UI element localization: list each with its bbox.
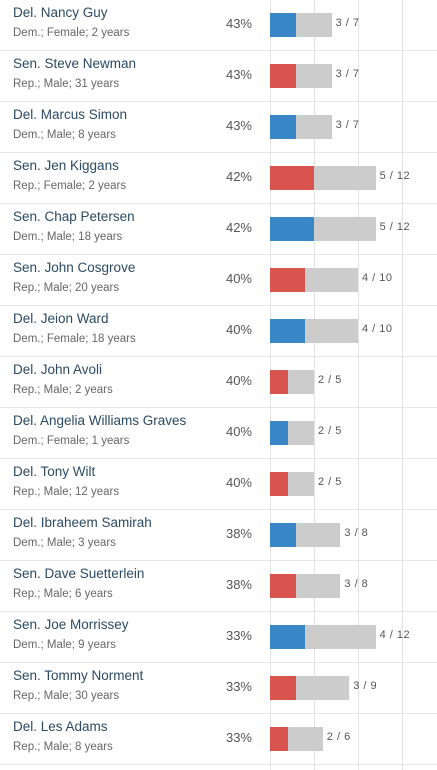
vote-fraction: 5 / 12 xyxy=(379,221,411,233)
table-row: Sen. Jen Kiggans Rep.; Female; 2 years 42%… xyxy=(0,153,437,204)
vote-fraction: 3 / 8 xyxy=(344,578,369,590)
vote-percent: 42% xyxy=(225,169,252,184)
vote-fraction: 2 / 6 xyxy=(326,731,351,743)
table-row: Del. Nancy Guy Dem.; Female; 2 years 43% 3 … xyxy=(0,0,437,51)
vote-fraction: 5 / 12 xyxy=(379,170,411,182)
table-row: Sen. John Cosgrove Rep.; Male; 20 years 40… xyxy=(0,255,437,306)
legislator-name: Del. Jeion Ward xyxy=(13,311,109,326)
vote-fraction: 3 / 7 xyxy=(335,17,360,29)
vote-percent: 40% xyxy=(225,322,252,337)
votes-bar-rep xyxy=(270,574,297,598)
vote-percent: 42% xyxy=(225,220,252,235)
votes-bar-rep xyxy=(270,472,288,496)
votes-bar-rep xyxy=(270,64,297,88)
vote-fraction: 3 / 7 xyxy=(335,68,360,80)
legislator-details: Dem.; Female; 1 years xyxy=(13,435,130,447)
legislator-name: Sen. Joe Morrissey xyxy=(13,617,129,632)
votes-bar-rep xyxy=(270,268,306,292)
table-row: Del. Jeion Ward Dem.; Female; 18 years 40%… xyxy=(0,306,437,357)
legislator-name: Sen. Tommy Norment xyxy=(13,668,144,683)
legislator-details: Rep.; Male; 30 years xyxy=(13,690,120,702)
legislator-name: Del. Tony Wilt xyxy=(13,464,96,479)
vote-fraction: 3 / 7 xyxy=(335,119,360,131)
legislator-details: Dem.; Male; 3 years xyxy=(13,537,116,549)
vote-fraction: 3 / 8 xyxy=(344,527,369,539)
table-row: Sen. Steve Newman Rep.; Male; 31 years 43%… xyxy=(0,51,437,102)
legislator-name: Sen. John Cosgrove xyxy=(13,260,136,275)
votes-bar-dem xyxy=(270,13,297,37)
legislator-details: Rep.; Male; 31 years xyxy=(13,78,120,90)
table-row: Del. Les Adams Rep.; Male; 8 years 33% 2 / … xyxy=(0,714,437,765)
legislator-name: Del. John Avoli xyxy=(13,362,103,377)
grid-line xyxy=(314,0,315,770)
table-row: Del. John Avoli Rep.; Male; 2 years 40% 2 /… xyxy=(0,357,437,408)
vote-percent: 38% xyxy=(225,526,252,541)
legislator-details: Rep.; Male; 2 years xyxy=(13,384,113,396)
legislator-name: Del. Nancy Guy xyxy=(13,5,108,20)
table-row: Del. Ibraheem Samirah Dem.; Male; 3 years… xyxy=(0,510,437,561)
legislator-name: Sen. Dave Suetterlein xyxy=(13,566,145,581)
legislator-name: Del. Les Adams xyxy=(13,719,108,734)
vote-fraction: 4 / 12 xyxy=(379,629,411,641)
legislator-details: Dem.; Male; 9 years xyxy=(13,639,116,651)
votes-bar-dem xyxy=(270,421,288,445)
legislator-details: Rep.; Male; 8 years xyxy=(13,741,113,753)
legislator-details: Dem.; Female; 2 years xyxy=(13,27,130,39)
legislator-name: Sen. Jen Kiggans xyxy=(13,158,119,173)
table-row: Sen. Joe Morrissey Dem.; Male; 9 years 33%… xyxy=(0,612,437,663)
vote-fraction: 2 / 5 xyxy=(318,476,342,488)
vote-percent: 33% xyxy=(225,730,252,745)
vote-fraction: 2 / 5 xyxy=(318,425,342,437)
votes-bar-rep xyxy=(270,727,288,751)
legislator-details: Rep.; Male; 12 years xyxy=(13,486,120,498)
vote-percent: 33% xyxy=(225,628,252,643)
vote-percent: 40% xyxy=(225,373,252,388)
vote-percent: 43% xyxy=(225,118,252,133)
vote-percent: 38% xyxy=(225,577,252,592)
table-row: Del. Tony Wilt Rep.; Male; 12 years 40% 2 /… xyxy=(0,459,437,510)
vote-fraction: 2 / 5 xyxy=(318,374,342,386)
vote-percent: 43% xyxy=(225,16,252,31)
legislator-details: Dem.; Male; 18 years xyxy=(13,231,123,243)
votes-bar-dem xyxy=(270,523,297,547)
vote-fraction: 3 / 9 xyxy=(353,680,378,692)
vote-percent: 43% xyxy=(225,67,252,82)
grid-line xyxy=(358,0,359,770)
legislator-name: Del. Angelia Williams Graves xyxy=(13,413,187,428)
legislator-details: Rep.; Male; 20 years xyxy=(13,282,120,294)
votes-bar-dem xyxy=(270,217,314,241)
legislator-details: Rep.; Male; 6 years xyxy=(13,588,113,600)
votes-bar-rep xyxy=(270,370,288,394)
table-row: Del. Marcus Simon Dem.; Male; 8 years 43% 3… xyxy=(0,102,437,153)
votes-bar-dem xyxy=(270,625,306,649)
vote-percent: 40% xyxy=(225,475,252,490)
table-row: Sen. Chap Petersen Dem.; Male; 18 years 42… xyxy=(0,204,437,255)
vote-fraction: 4 / 10 xyxy=(362,323,393,335)
legislator-details: Rep.; Female; 2 years xyxy=(13,180,127,192)
vote-percent: 40% xyxy=(225,424,252,439)
vote-percent: 33% xyxy=(225,679,252,694)
votes-bar-dem xyxy=(270,115,297,139)
legislator-name: Sen. Steve Newman xyxy=(13,56,137,71)
table-row: Del. Angelia Williams Graves Dem.; Female… xyxy=(0,408,437,459)
legislator-details: Dem.; Male; 8 years xyxy=(13,129,116,141)
votes-bar-rep xyxy=(270,676,297,700)
vote-fraction: 4 / 10 xyxy=(362,272,393,284)
legislator-details: Dem.; Female; 18 years xyxy=(13,333,136,345)
grid-line xyxy=(402,0,403,770)
votes-bar-dem xyxy=(270,319,306,343)
legislator-name: Del. Ibraheem Samirah xyxy=(13,515,152,530)
legislator-name: Sen. Chap Petersen xyxy=(13,209,135,224)
table-row: Sen. Dave Suetterlein Rep.; Male; 6 years… xyxy=(0,561,437,612)
votes-bar-rep xyxy=(270,166,314,190)
vote-percent: 40% xyxy=(225,271,252,286)
table-row: Sen. Tommy Norment Rep.; Male; 30 years 33… xyxy=(0,663,437,714)
legislator-name: Del. Marcus Simon xyxy=(13,107,128,122)
